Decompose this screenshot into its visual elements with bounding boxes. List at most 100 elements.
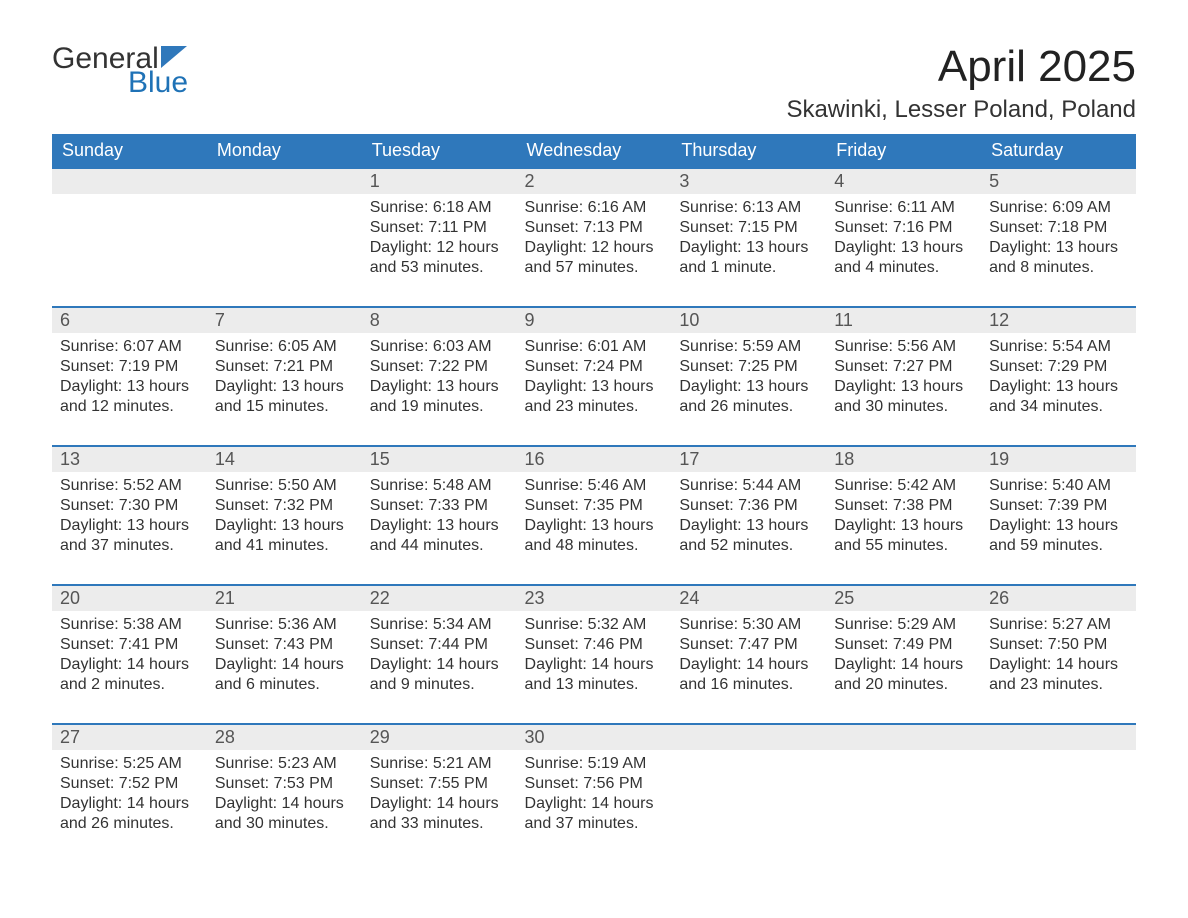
day-cell-number: 30 <box>517 724 672 750</box>
day-cell-number: 25 <box>826 585 981 611</box>
sunset-text: Sunset: 7:43 PM <box>215 635 354 655</box>
sunset-text: Sunset: 7:35 PM <box>525 496 664 516</box>
daylight-text: Daylight: 13 hours and 19 minutes. <box>370 377 509 417</box>
sunset-text: Sunset: 7:13 PM <box>525 218 664 238</box>
sunrise-text: Sunrise: 5:46 AM <box>525 476 664 496</box>
day-number: 2 <box>517 169 672 194</box>
day-cell-content: Sunrise: 5:40 AMSunset: 7:39 PMDaylight:… <box>981 472 1136 585</box>
day-cell-number <box>207 168 362 194</box>
daycontent-row: Sunrise: 6:18 AMSunset: 7:11 PMDaylight:… <box>52 194 1136 307</box>
day-cell-content <box>826 750 981 862</box>
sunrise-text: Sunrise: 5:27 AM <box>989 615 1128 635</box>
daylight-text: Daylight: 13 hours and 8 minutes. <box>989 238 1128 278</box>
day-content: Sunrise: 5:19 AMSunset: 7:56 PMDaylight:… <box>517 750 672 862</box>
day-cell-number: 16 <box>517 446 672 472</box>
day-cell-content: Sunrise: 5:44 AMSunset: 7:36 PMDaylight:… <box>671 472 826 585</box>
day-cell-number: 2 <box>517 168 672 194</box>
daylight-text: Daylight: 14 hours and 23 minutes. <box>989 655 1128 695</box>
day-cell-number <box>52 168 207 194</box>
day-number: 14 <box>207 447 362 472</box>
day-number <box>207 169 362 193</box>
day-cell-content: Sunrise: 6:07 AMSunset: 7:19 PMDaylight:… <box>52 333 207 446</box>
day-cell-number: 8 <box>362 307 517 333</box>
daylight-text: Daylight: 13 hours and 4 minutes. <box>834 238 973 278</box>
weekday-header: Friday <box>826 134 981 168</box>
sunrise-text: Sunrise: 5:54 AM <box>989 337 1128 357</box>
day-cell-content: Sunrise: 5:38 AMSunset: 7:41 PMDaylight:… <box>52 611 207 724</box>
daynum-row: 6789101112 <box>52 307 1136 333</box>
sunset-text: Sunset: 7:19 PM <box>60 357 199 377</box>
sunset-text: Sunset: 7:55 PM <box>370 774 509 794</box>
day-content: Sunrise: 5:54 AMSunset: 7:29 PMDaylight:… <box>981 333 1136 445</box>
sunrise-text: Sunrise: 6:01 AM <box>525 337 664 357</box>
daylight-text: Daylight: 13 hours and 44 minutes. <box>370 516 509 556</box>
day-cell-number: 10 <box>671 307 826 333</box>
day-cell-number <box>826 724 981 750</box>
day-cell-content: Sunrise: 5:59 AMSunset: 7:25 PMDaylight:… <box>671 333 826 446</box>
day-content: Sunrise: 5:46 AMSunset: 7:35 PMDaylight:… <box>517 472 672 584</box>
sunrise-text: Sunrise: 5:19 AM <box>525 754 664 774</box>
sunset-text: Sunset: 7:29 PM <box>989 357 1128 377</box>
sunset-text: Sunset: 7:46 PM <box>525 635 664 655</box>
day-cell-number: 1 <box>362 168 517 194</box>
daylight-text: Daylight: 13 hours and 37 minutes. <box>60 516 199 556</box>
daynum-row: 13141516171819 <box>52 446 1136 472</box>
day-number: 1 <box>362 169 517 194</box>
sunset-text: Sunset: 7:49 PM <box>834 635 973 655</box>
day-cell-number: 22 <box>362 585 517 611</box>
sunset-text: Sunset: 7:39 PM <box>989 496 1128 516</box>
sunset-text: Sunset: 7:52 PM <box>60 774 199 794</box>
day-number <box>671 725 826 749</box>
day-number: 21 <box>207 586 362 611</box>
day-cell-content: Sunrise: 5:52 AMSunset: 7:30 PMDaylight:… <box>52 472 207 585</box>
daylight-text: Daylight: 13 hours and 1 minute. <box>679 238 818 278</box>
day-cell-content: Sunrise: 6:11 AMSunset: 7:16 PMDaylight:… <box>826 194 981 307</box>
day-number: 5 <box>981 169 1136 194</box>
day-content: Sunrise: 5:59 AMSunset: 7:25 PMDaylight:… <box>671 333 826 445</box>
day-cell-content: Sunrise: 6:01 AMSunset: 7:24 PMDaylight:… <box>517 333 672 446</box>
sunset-text: Sunset: 7:22 PM <box>370 357 509 377</box>
day-cell-number <box>981 724 1136 750</box>
sunrise-text: Sunrise: 6:11 AM <box>834 198 973 218</box>
day-number: 4 <box>826 169 981 194</box>
sunrise-text: Sunrise: 6:09 AM <box>989 198 1128 218</box>
day-cell-content: Sunrise: 6:03 AMSunset: 7:22 PMDaylight:… <box>362 333 517 446</box>
day-number: 9 <box>517 308 672 333</box>
day-cell-content: Sunrise: 5:32 AMSunset: 7:46 PMDaylight:… <box>517 611 672 724</box>
day-cell-content: Sunrise: 5:34 AMSunset: 7:44 PMDaylight:… <box>362 611 517 724</box>
day-cell-number: 9 <box>517 307 672 333</box>
day-cell-number: 29 <box>362 724 517 750</box>
sunset-text: Sunset: 7:24 PM <box>525 357 664 377</box>
day-cell-content: Sunrise: 6:05 AMSunset: 7:21 PMDaylight:… <box>207 333 362 446</box>
daylight-text: Daylight: 12 hours and 57 minutes. <box>525 238 664 278</box>
day-cell-content: Sunrise: 5:50 AMSunset: 7:32 PMDaylight:… <box>207 472 362 585</box>
sunset-text: Sunset: 7:36 PM <box>679 496 818 516</box>
day-cell-number: 27 <box>52 724 207 750</box>
daylight-text: Daylight: 13 hours and 34 minutes. <box>989 377 1128 417</box>
day-number: 20 <box>52 586 207 611</box>
sunset-text: Sunset: 7:32 PM <box>215 496 354 516</box>
sunrise-text: Sunrise: 5:56 AM <box>834 337 973 357</box>
sunset-text: Sunset: 7:50 PM <box>989 635 1128 655</box>
day-cell-content: Sunrise: 6:18 AMSunset: 7:11 PMDaylight:… <box>362 194 517 307</box>
title-block: April 2025 Skawinki, Lesser Poland, Pola… <box>786 44 1136 124</box>
day-number: 17 <box>671 447 826 472</box>
sunrise-text: Sunrise: 6:05 AM <box>215 337 354 357</box>
day-content: Sunrise: 6:07 AMSunset: 7:19 PMDaylight:… <box>52 333 207 445</box>
location-title: Skawinki, Lesser Poland, Poland <box>786 96 1136 124</box>
sunset-text: Sunset: 7:44 PM <box>370 635 509 655</box>
sunrise-text: Sunrise: 5:50 AM <box>215 476 354 496</box>
weekday-header: Monday <box>207 134 362 168</box>
sunset-text: Sunset: 7:56 PM <box>525 774 664 794</box>
daycontent-row: Sunrise: 5:52 AMSunset: 7:30 PMDaylight:… <box>52 472 1136 585</box>
sunset-text: Sunset: 7:18 PM <box>989 218 1128 238</box>
sunrise-text: Sunrise: 5:44 AM <box>679 476 818 496</box>
day-content: Sunrise: 6:01 AMSunset: 7:24 PMDaylight:… <box>517 333 672 445</box>
day-cell-number: 6 <box>52 307 207 333</box>
day-number: 8 <box>362 308 517 333</box>
day-content: Sunrise: 5:40 AMSunset: 7:39 PMDaylight:… <box>981 472 1136 584</box>
day-content: Sunrise: 5:29 AMSunset: 7:49 PMDaylight:… <box>826 611 981 723</box>
day-content: Sunrise: 5:38 AMSunset: 7:41 PMDaylight:… <box>52 611 207 723</box>
sunset-text: Sunset: 7:41 PM <box>60 635 199 655</box>
day-content: Sunrise: 6:09 AMSunset: 7:18 PMDaylight:… <box>981 194 1136 306</box>
